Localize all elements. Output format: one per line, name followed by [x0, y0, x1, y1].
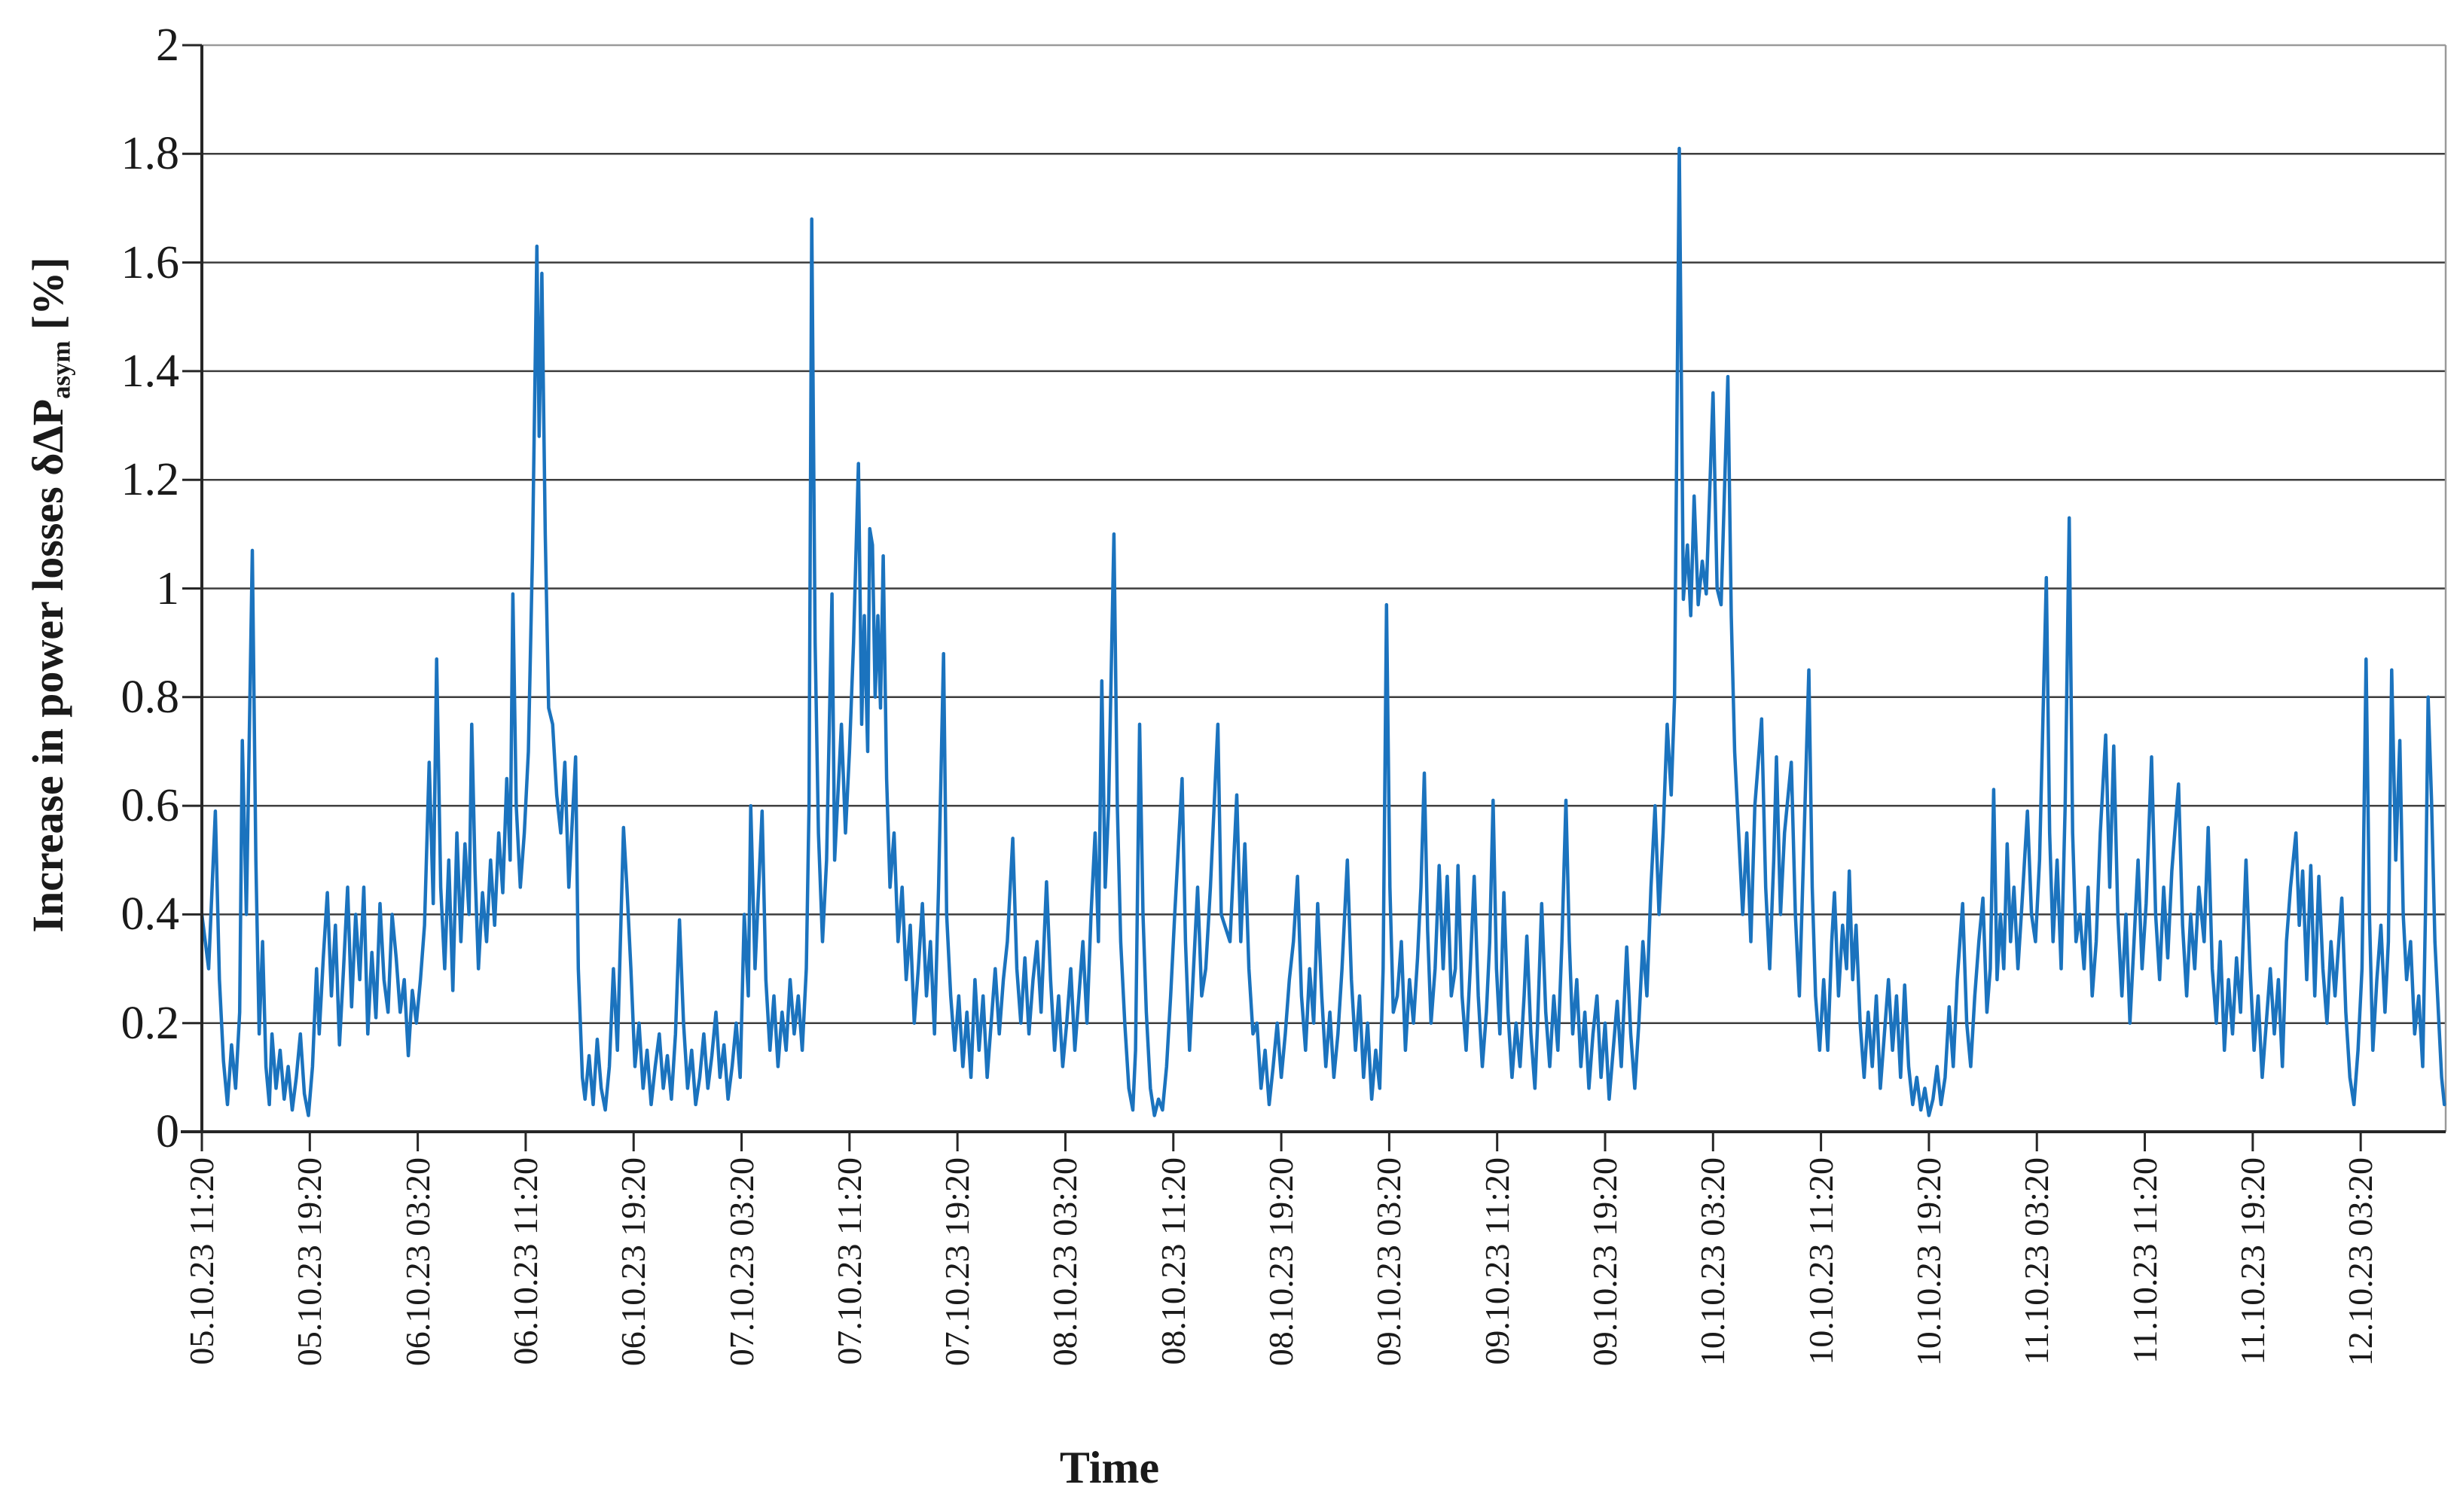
x-tick-label: 09.10.23 03:20 [1369, 1157, 1409, 1367]
x-tick-label: 08.10.23 03:20 [1045, 1157, 1085, 1367]
y-axis-title-subscript: asym [46, 340, 76, 399]
y-tick-label: 1.6 [121, 236, 180, 288]
x-tick-label: 11.10.23 19:20 [2233, 1157, 2272, 1365]
tick-marks [182, 44, 2362, 1151]
data-series-line [200, 146, 2446, 1117]
x-tick-label: 07.10.23 03:20 [722, 1157, 761, 1367]
x-tick-label: 11.10.23 11:20 [2125, 1157, 2164, 1364]
x-tick-label: 07.10.23 11:20 [829, 1157, 868, 1365]
x-tick-label: 10.10.23 19:20 [1909, 1157, 1948, 1367]
x-tick-label: 08.10.23 11:20 [1153, 1157, 1192, 1365]
y-tick-label: 1.8 [121, 128, 180, 180]
x-tick-label: 05.10.23 11:20 [182, 1157, 221, 1365]
y-axis-title-unit: [%] [23, 257, 72, 331]
x-tick-label: 09.10.23 11:20 [1477, 1157, 1516, 1365]
x-axis-title: Time [1059, 1443, 1160, 1492]
data-series [200, 146, 2446, 1117]
x-tick-label: 05.10.23 19:20 [290, 1157, 329, 1367]
x-tick-label: 11.10.23 03:20 [2017, 1157, 2056, 1365]
y-tick-label: 1.4 [121, 345, 180, 397]
y-axis-title-main: Increase in power losses δΔP [23, 398, 72, 933]
y-tick-label: 0.2 [121, 997, 180, 1049]
y-tick-label: 2 [156, 20, 179, 71]
y-tick-label: 0.6 [121, 780, 180, 832]
x-tick-label: 12.10.23 03:20 [2341, 1157, 2380, 1367]
y-tick-label: 1.2 [121, 454, 180, 506]
x-tick-label: 07.10.23 19:20 [938, 1157, 977, 1367]
x-tick-label: 06.10.23 19:20 [614, 1157, 653, 1367]
x-tick-label: 06.10.23 11:20 [505, 1157, 545, 1365]
x-tick-label: 06.10.23 03:20 [398, 1157, 437, 1367]
y-tick-label: 1 [156, 562, 179, 614]
y-tick-label: 0.4 [121, 889, 180, 940]
x-tick-label: 09.10.23 19:20 [1585, 1157, 1624, 1367]
y-tick-label: 0.8 [121, 671, 180, 723]
y-axis-title: Increase in power losses δΔPasym [%] [17, 177, 80, 1013]
x-tick-label: 08.10.23 19:20 [1262, 1157, 1301, 1367]
plot-border [202, 44, 2447, 1132]
x-tick-label: 10.10.23 03:20 [1693, 1157, 1732, 1367]
x-tick-label: 10.10.23 11:20 [1801, 1157, 1840, 1365]
y-tick-label: 0 [156, 1106, 179, 1157]
